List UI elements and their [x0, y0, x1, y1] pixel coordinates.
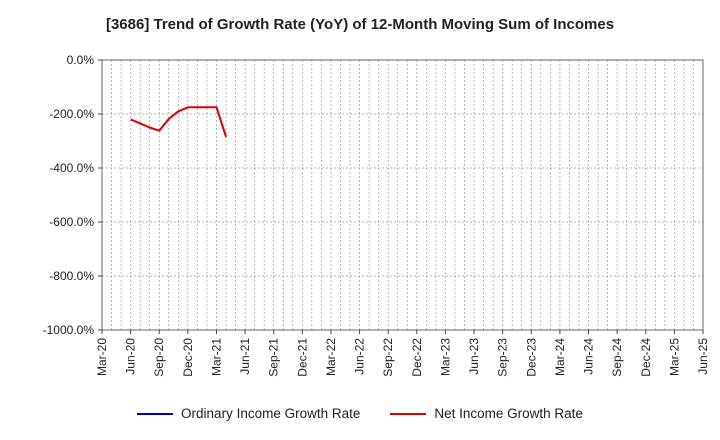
grid-layer: [102, 60, 703, 330]
y-tick-label: -200.0%: [49, 107, 94, 121]
x-tick-label: Mar-22: [324, 338, 338, 376]
x-tick-label: Sep-24: [610, 338, 624, 377]
x-tick-label: Dec-22: [410, 338, 424, 377]
x-tick-label: Dec-23: [524, 338, 538, 377]
legend: Ordinary Income Growth Rate Net Income G…: [0, 406, 720, 421]
y-tick-label: -400.0%: [49, 161, 94, 175]
x-tick-label: Sep-22: [381, 338, 395, 377]
x-tick-label: Mar-20: [95, 338, 109, 376]
x-tick-label: Mar-23: [438, 338, 452, 376]
y-tick-label: -600.0%: [49, 215, 94, 229]
legend-swatch-net: [390, 412, 427, 415]
legend-item-ordinary: Ordinary Income Growth Rate: [137, 406, 360, 421]
x-tick-label: Sep-20: [152, 338, 166, 377]
x-tick-label: Mar-24: [553, 338, 567, 376]
y-tick-label: 0.0%: [67, 53, 95, 67]
x-tick-label: Mar-21: [209, 338, 223, 376]
x-tick-label: Dec-20: [181, 338, 195, 377]
x-tick-label: Jun-20: [124, 338, 138, 375]
series-line-1: [130, 106, 227, 138]
x-tick-label: Dec-21: [295, 338, 309, 377]
plot-frame: [101, 59, 704, 331]
legend-item-net: Net Income Growth Rate: [390, 406, 583, 421]
x-tick-label: Jun-25: [696, 338, 710, 375]
chart-title: [3686] Trend of Growth Rate (YoY) of 12-…: [105, 16, 615, 33]
x-tick-label: Sep-21: [267, 338, 281, 377]
x-tick-label: Sep-23: [496, 338, 510, 377]
legend-label-net: Net Income Growth Rate: [434, 406, 583, 421]
axis-layer: [98, 59, 704, 334]
x-tick-label: Jun-24: [582, 338, 596, 375]
x-tick-label: Mar-25: [667, 338, 681, 376]
legend-swatch-ordinary: [137, 412, 174, 415]
series-layer: [130, 106, 227, 138]
legend-label-ordinary: Ordinary Income Growth Rate: [181, 406, 361, 421]
label-layer: 0.0% -200.0% -400.0% -600.0% -800.0% -1000.0%…: [43, 53, 710, 377]
y-tick-label: -1000.0%: [43, 323, 95, 337]
x-tick-label: Jun-22: [353, 338, 367, 375]
y-tick-label: -800.0%: [49, 269, 94, 283]
x-tick-label: Jun-21: [238, 338, 252, 375]
x-tick-label: Dec-24: [639, 338, 653, 377]
x-tick-label: Jun-23: [467, 338, 481, 375]
